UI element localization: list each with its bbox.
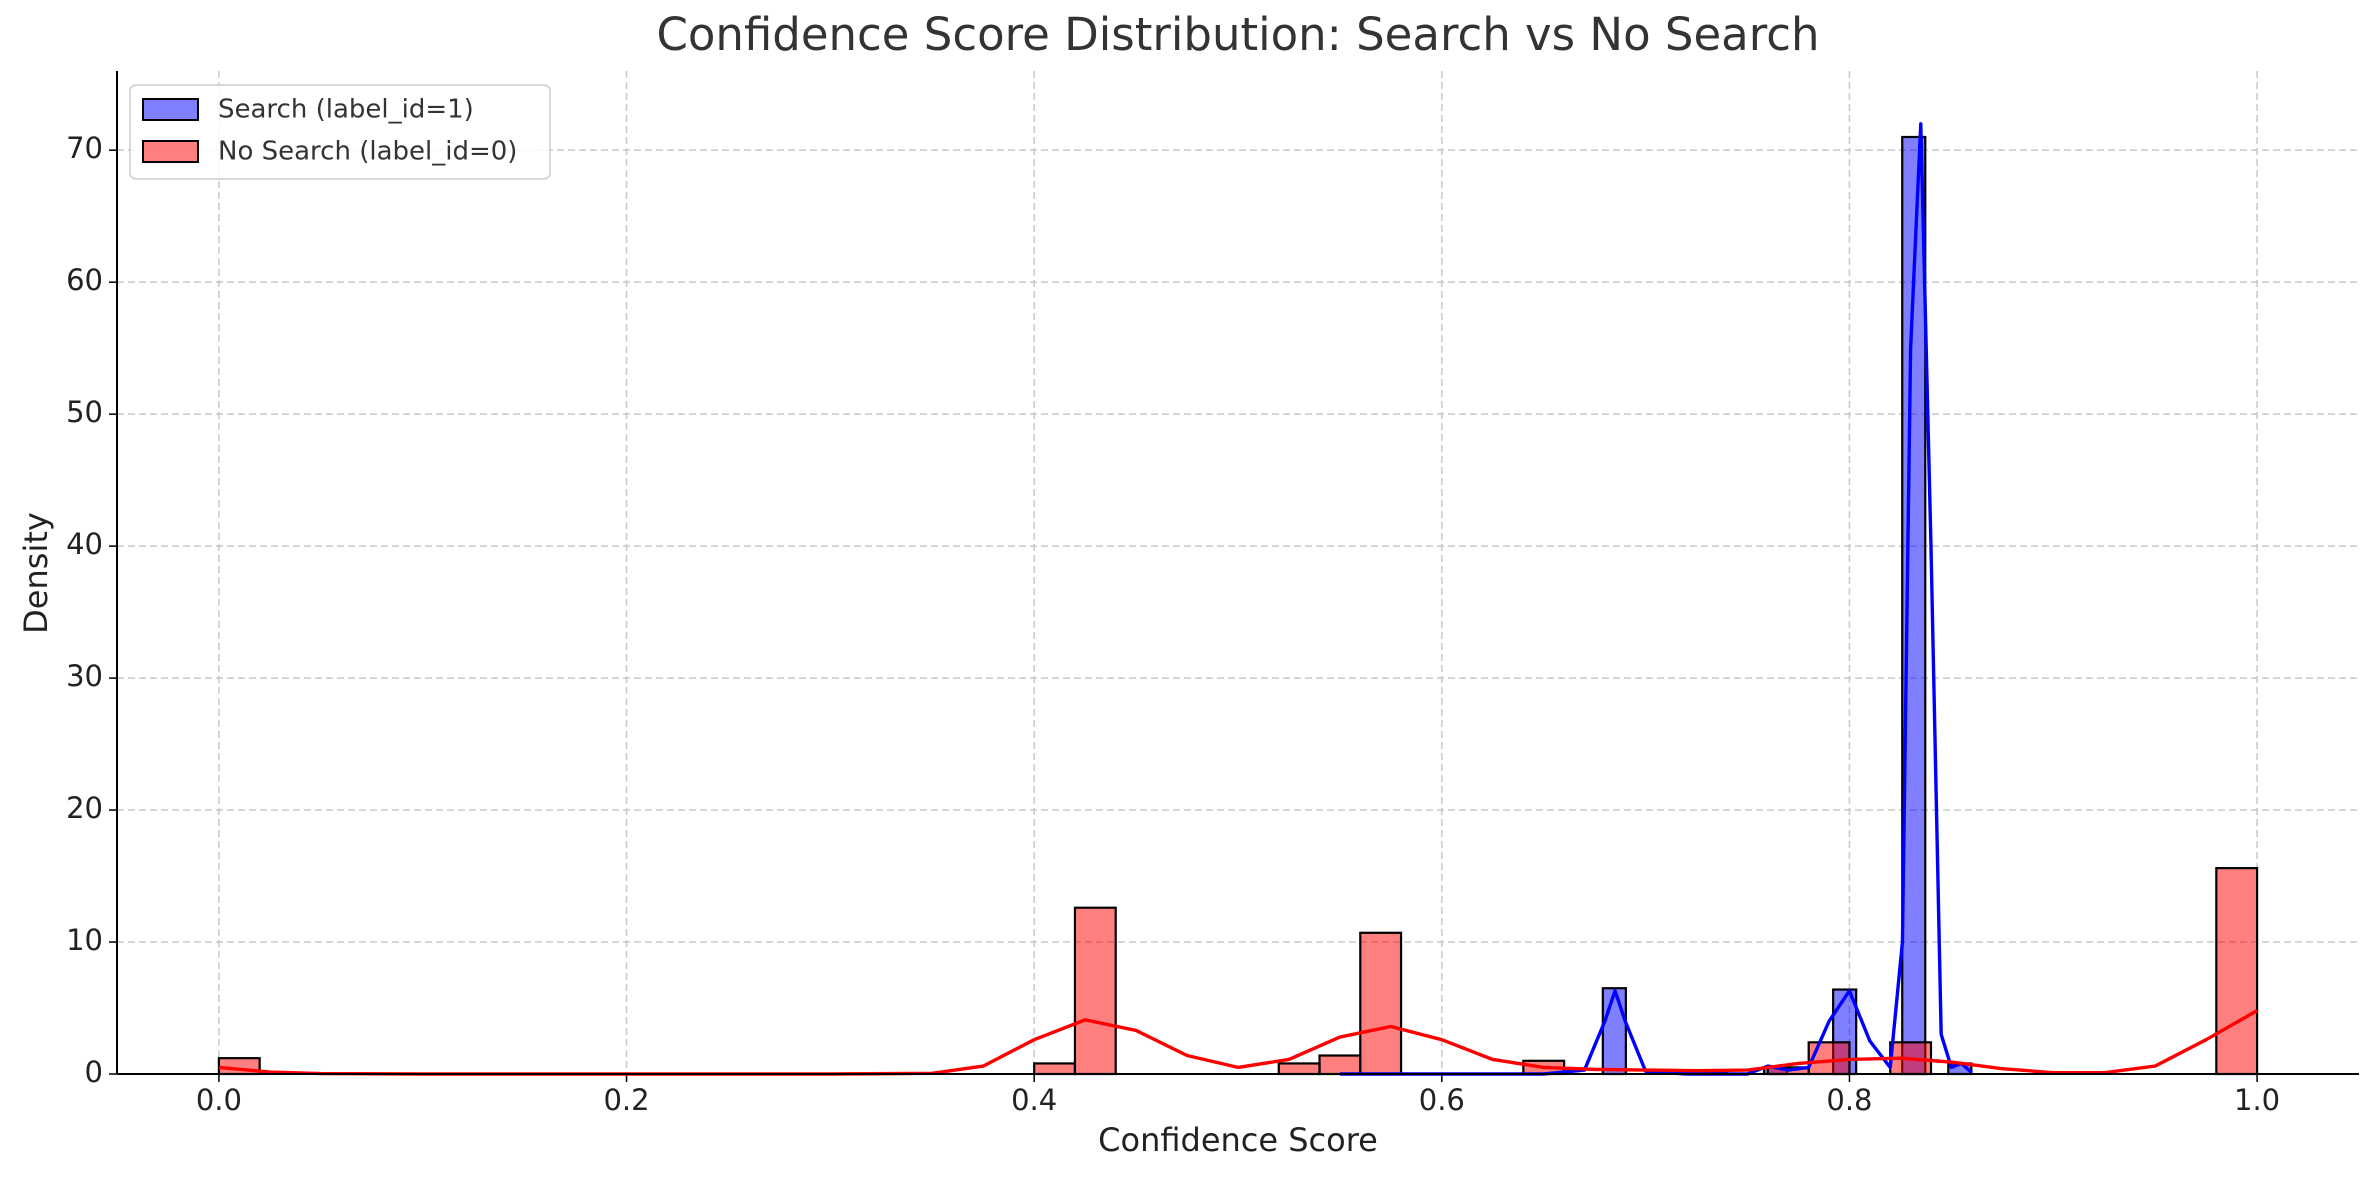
legend-label: Search (label_id=1) [218, 95, 474, 125]
histogram-bar [2215, 867, 2259, 1076]
legend: Search (label_id=1) No Search (label_id=0… [129, 84, 551, 180]
histogram-bar [1318, 1054, 1362, 1076]
legend-label: No Search (label_id=0) [218, 137, 517, 167]
x-tick-label: 0.8 [1826, 1083, 1872, 1117]
grid [117, 71, 2359, 1075]
x-tick-label: 0.6 [1419, 1083, 1465, 1117]
x-tick-label: 0.0 [196, 1083, 242, 1117]
x-tick-label: 0.2 [603, 1083, 649, 1117]
y-tick-label: 10 [66, 923, 103, 957]
kde-line [1339, 122, 1973, 1076]
chart-title: Confidence Score Distribution: Search vs… [656, 8, 1819, 61]
histogram-bar [1807, 1041, 1851, 1076]
histogram-bar [1359, 931, 1403, 1076]
histogram-bar [1033, 1062, 1077, 1076]
histogram-bar [1277, 1062, 1321, 1076]
x-axis-label: Confidence Score [1098, 1121, 1378, 1159]
legend-swatch [142, 98, 199, 121]
y-tick-label: 50 [66, 395, 103, 429]
y-tick-label: 70 [66, 131, 103, 165]
y-tick-label: 30 [66, 659, 103, 693]
x-tick-label: 0.4 [1011, 1083, 1057, 1117]
histogram-bar [1601, 987, 1627, 1076]
x-tick-label: 1.0 [2234, 1083, 2280, 1117]
y-axis-label: Density [17, 512, 55, 634]
legend-box [129, 84, 551, 180]
y-tick-label: 40 [66, 527, 103, 561]
legend-swatch [142, 140, 199, 163]
y-tick-label: 20 [66, 791, 103, 825]
y-tick-label: 60 [66, 263, 103, 297]
histogram-bar [1073, 906, 1117, 1076]
y-tick-label: 0 [85, 1055, 103, 1089]
